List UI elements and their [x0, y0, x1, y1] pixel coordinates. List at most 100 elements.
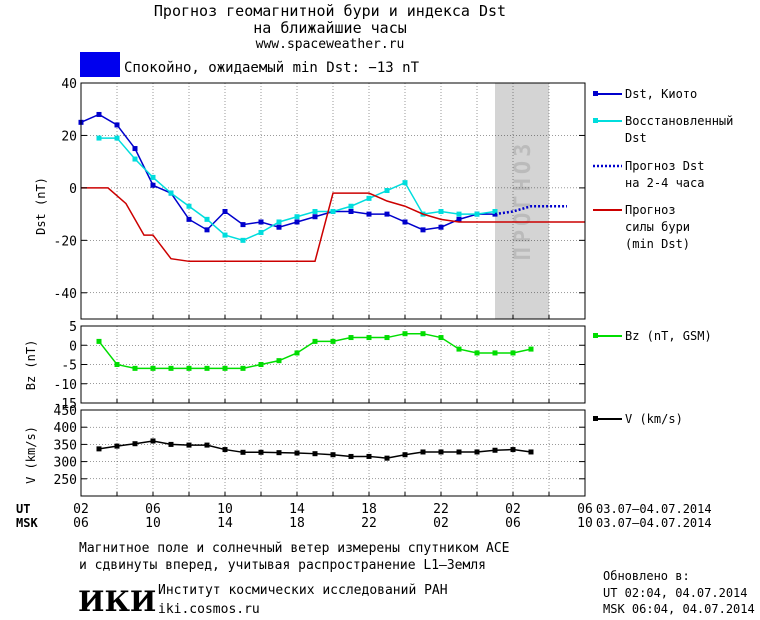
- dst-point: [186, 216, 192, 222]
- bz-ytick-label: -15: [54, 397, 77, 412]
- dst-point: [456, 216, 462, 222]
- legend: Dst, Киото Восстановленный Dst Прогноз Ds…: [593, 87, 733, 426]
- v-panel: 450 400 350 300 250 V (km/s): [24, 404, 586, 497]
- legend-rec: Восстановленный Dst: [593, 114, 733, 145]
- ut-tick-label: 02: [73, 502, 89, 517]
- lg-dst-text: Dst, Киото: [625, 87, 697, 101]
- bz-point: [438, 335, 444, 341]
- v-point: [420, 449, 426, 455]
- lg-min-text: Прогноз силы бури (min Dst): [625, 203, 690, 251]
- dst-point: [420, 227, 426, 233]
- date-range-msk: 03.07–04.07.2014: [596, 516, 712, 530]
- dst-point: [186, 203, 192, 209]
- bz-ytick-label: 0: [69, 339, 77, 354]
- dst-ytick-label: -20: [54, 234, 77, 249]
- bz-point: [186, 365, 192, 371]
- footer-note-line2: и сдвинуты вперед, учитывая распростране…: [79, 558, 486, 573]
- dst-point: [438, 224, 444, 230]
- v-point: [222, 447, 228, 453]
- dst-point: [384, 211, 390, 217]
- msk-tick-label: 06: [505, 516, 521, 531]
- dst-point: [330, 208, 336, 214]
- chart-title-line1: Прогноз геомагнитной бури и индекса Dst: [153, 2, 507, 20]
- dst-panel: ПРОГНОЗ 40 20 0 -20 -40 Dst (nT): [34, 77, 586, 320]
- dst-ylabel: Dst (nT): [34, 177, 48, 235]
- v-point: [150, 438, 156, 444]
- bz-point: [222, 365, 228, 371]
- ut-tick-label: 06: [577, 502, 593, 517]
- ut-tick-label: 02: [505, 502, 521, 517]
- dst-point: [366, 211, 372, 217]
- dst-point: [294, 219, 300, 225]
- ut-tick-label: 14: [289, 502, 305, 517]
- dst-point: [204, 227, 210, 233]
- dst-point: [150, 174, 156, 180]
- status-color-box: [80, 52, 120, 77]
- v-point: [276, 450, 282, 456]
- v-point: [348, 453, 354, 459]
- dst-point: [114, 122, 120, 128]
- bz-point: [384, 335, 390, 341]
- bz-point: [420, 331, 426, 337]
- bz-point: [474, 350, 480, 356]
- institute-name: Институт космических исследований РАН: [158, 583, 448, 598]
- bz-point: [258, 362, 264, 367]
- dst-series-line-0: [80, 113, 495, 231]
- v-point: [240, 449, 246, 455]
- dst-point: [456, 211, 462, 217]
- updated-label: Обновлено в:: [603, 569, 690, 583]
- bz-panel: 5 0 -5 -10 -15 Bz (nT): [24, 320, 586, 412]
- institute-site: iki.cosmos.ru: [158, 602, 260, 617]
- dst-point: [258, 229, 264, 235]
- v-point: [294, 450, 300, 456]
- bz-point: [204, 365, 210, 371]
- legend-dst: Dst, Киото: [593, 87, 697, 101]
- v-point: [402, 452, 408, 458]
- dst-point: [312, 214, 318, 220]
- msk-tick-label: 02: [433, 516, 449, 531]
- date-range-ut: 03.07–04.07.2014: [596, 502, 712, 516]
- dst-point: [96, 111, 102, 117]
- v-point: [132, 441, 138, 447]
- bz-point: [456, 346, 462, 352]
- v-point: [258, 449, 264, 455]
- legend-v: V (km/s): [593, 412, 683, 426]
- bz-point: [492, 350, 498, 356]
- msk-tick-label: 14: [217, 516, 233, 531]
- forecast-band: [495, 83, 549, 319]
- v-point: [474, 449, 480, 455]
- ut-tick-label: 06: [145, 502, 161, 517]
- dst-point: [276, 224, 282, 230]
- ut-tick-label: 18: [361, 502, 377, 517]
- v-point: [168, 441, 174, 447]
- dst-ytick-label: 20: [61, 129, 77, 144]
- dst-point: [168, 190, 174, 196]
- lg-fc-text: Прогноз Dst на 2-4 часа: [625, 159, 704, 190]
- dst-ytick-label: -40: [54, 287, 77, 302]
- lg-bz-text: Bz (nT, GSM): [625, 329, 712, 343]
- bz-point: [528, 346, 534, 352]
- dst-point: [492, 208, 498, 214]
- dst-point: [348, 208, 354, 214]
- msk-tick-label: 10: [577, 516, 593, 531]
- bz-point: [114, 362, 120, 367]
- bz-point: [510, 350, 516, 356]
- v-ytick-label: 300: [54, 456, 77, 471]
- v-point: [492, 447, 498, 453]
- dst-point: [240, 237, 246, 243]
- dst-ytick-label: 40: [61, 77, 77, 92]
- msk-label: MSK: [16, 516, 38, 530]
- bz-point: [312, 338, 318, 344]
- dst-point: [384, 188, 390, 194]
- legend-bz: Bz (nT, GSM): [593, 329, 712, 343]
- dst-point: [204, 216, 210, 222]
- bz-point: [168, 365, 174, 371]
- dst-point: [132, 146, 138, 152]
- bz-ytick-label: 5: [69, 320, 77, 335]
- dst-series-line-2: [494, 204, 567, 216]
- msk-tick-label: 22: [361, 516, 377, 531]
- bz-point: [330, 338, 336, 344]
- v-point: [312, 451, 318, 457]
- dst-point: [222, 232, 228, 238]
